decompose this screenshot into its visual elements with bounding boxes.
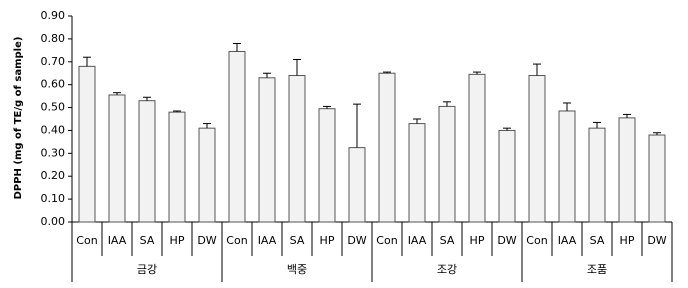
bar [168,111,186,223]
bar [288,75,306,223]
x-tick-label: HP [320,234,335,247]
x-tick-label: HP [620,234,635,247]
bar [348,147,366,223]
bar [528,75,546,223]
bar [408,123,426,223]
x-tick-label: SA [140,234,155,247]
y-tick-label: 0.50 [41,101,66,114]
group-label: 백중 [287,263,307,276]
x-tick-label: IAA [408,234,427,247]
group-label: 금강 [137,263,157,276]
x-tick-label: Con [526,234,547,247]
y-tick-label: 0.80 [41,32,66,45]
bar [78,65,96,223]
bar [468,73,486,223]
group-label: 조품 [587,263,607,276]
bar [138,100,156,223]
x-tick-label: HP [170,234,185,247]
x-tick-label: DW [347,234,366,247]
y-tick-label: 0.30 [41,146,66,159]
y-tick-label: 0.40 [41,123,66,136]
bar [378,72,396,223]
x-tick-label: DW [497,234,516,247]
x-tick-label: Con [376,234,397,247]
bar [258,77,276,223]
x-tick-label: DW [197,234,216,247]
x-tick-label: IAA [108,234,127,247]
y-axis-title: DPPH (mg of TE/g of sample) [13,37,24,200]
bar [588,127,606,223]
x-tick-label: Con [76,234,97,247]
x-tick-label: SA [590,234,605,247]
y-tick-label: 0.60 [41,78,66,91]
x-tick-label: IAA [258,234,277,247]
bar [228,50,246,223]
y-tick-label: 0.70 [41,55,66,68]
bar [318,108,336,223]
bar [438,105,456,223]
bar [618,117,636,223]
bar [648,134,666,223]
y-tick-label: 0.10 [41,192,66,205]
bar [498,129,516,223]
bar [108,94,126,223]
bar [198,127,216,223]
x-tick-label: SA [290,234,305,247]
y-tick-label: 0.20 [41,169,66,182]
x-tick-label: HP [470,234,485,247]
y-tick-label: 0.00 [41,215,66,228]
group-label: 조강 [437,263,457,276]
x-tick-label: DW [647,234,666,247]
bar [558,110,576,223]
x-tick-label: IAA [558,234,577,247]
x-tick-label: SA [440,234,455,247]
y-tick-label: 0.90 [41,9,66,22]
x-tick-label: Con [226,234,247,247]
